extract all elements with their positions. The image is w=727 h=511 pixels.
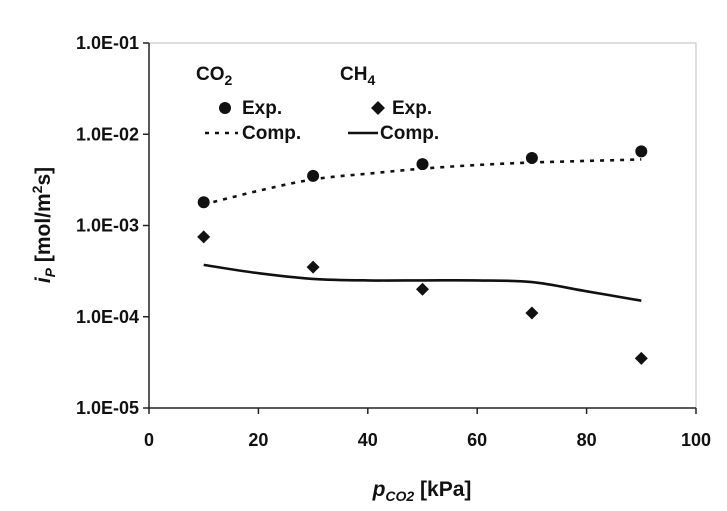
y-axis-title: iP [mol/m2s]: [29, 167, 58, 283]
x-tick-label: 100: [681, 430, 711, 450]
legend-ch4-exp-label: Exp.: [392, 98, 432, 119]
legend-ch4-heading: CH4: [340, 64, 375, 88]
legend-co2-comp-label: Comp.: [242, 123, 301, 144]
legend-co2-exp-marker: [219, 102, 231, 114]
y-tick-label: 1.0E-01: [76, 33, 139, 53]
legend-ch4-exp-marker: [371, 101, 385, 115]
y-tick-label: 1.0E-04: [76, 307, 139, 327]
co2-exp-point: [635, 145, 648, 158]
ch4-exp-point: [197, 230, 211, 244]
x-tick-label: 20: [248, 430, 268, 450]
legend-ch4-comp-label: Comp.: [380, 123, 439, 144]
ch4-experimental-points: [197, 230, 648, 365]
co2-exp-point: [197, 196, 210, 209]
x-tick-label: 80: [577, 430, 597, 450]
ch4-computed-line: [203, 263, 642, 302]
legend-co2-exp-label: Exp.: [242, 98, 282, 119]
ch4-exp-point: [306, 260, 320, 274]
co2-exp-point: [416, 158, 429, 171]
y-tick-label: 1.0E-05: [76, 398, 139, 418]
x-tick-label: 60: [467, 430, 487, 450]
ch4-exp-point: [416, 282, 429, 296]
co2-exp-point: [525, 151, 538, 164]
co2-exp-point: [307, 169, 320, 182]
legend: CO2 CH4 Exp. Exp. Comp. Comp.: [196, 64, 439, 144]
y-tick-label: 1.0E-03: [76, 216, 139, 236]
legend-co2-heading: CO2: [196, 64, 233, 88]
x-tick-label: 0: [144, 430, 154, 450]
x-axis-ticks: 0 20 40 60 80 100: [144, 408, 711, 450]
x-axis-title: pCO2 [kPa]: [372, 478, 472, 504]
ch4-exp-point: [525, 306, 539, 320]
y-tick-label: 1.0E-02: [76, 124, 139, 144]
ch4-exp-point: [634, 351, 648, 365]
co2-experimental-points: [197, 145, 648, 209]
x-tick-label: 40: [358, 430, 378, 450]
y-axis-ticks: 1.0E-05 1.0E-04 1.0E-03 1.0E-02 1.0E-01: [76, 33, 149, 418]
